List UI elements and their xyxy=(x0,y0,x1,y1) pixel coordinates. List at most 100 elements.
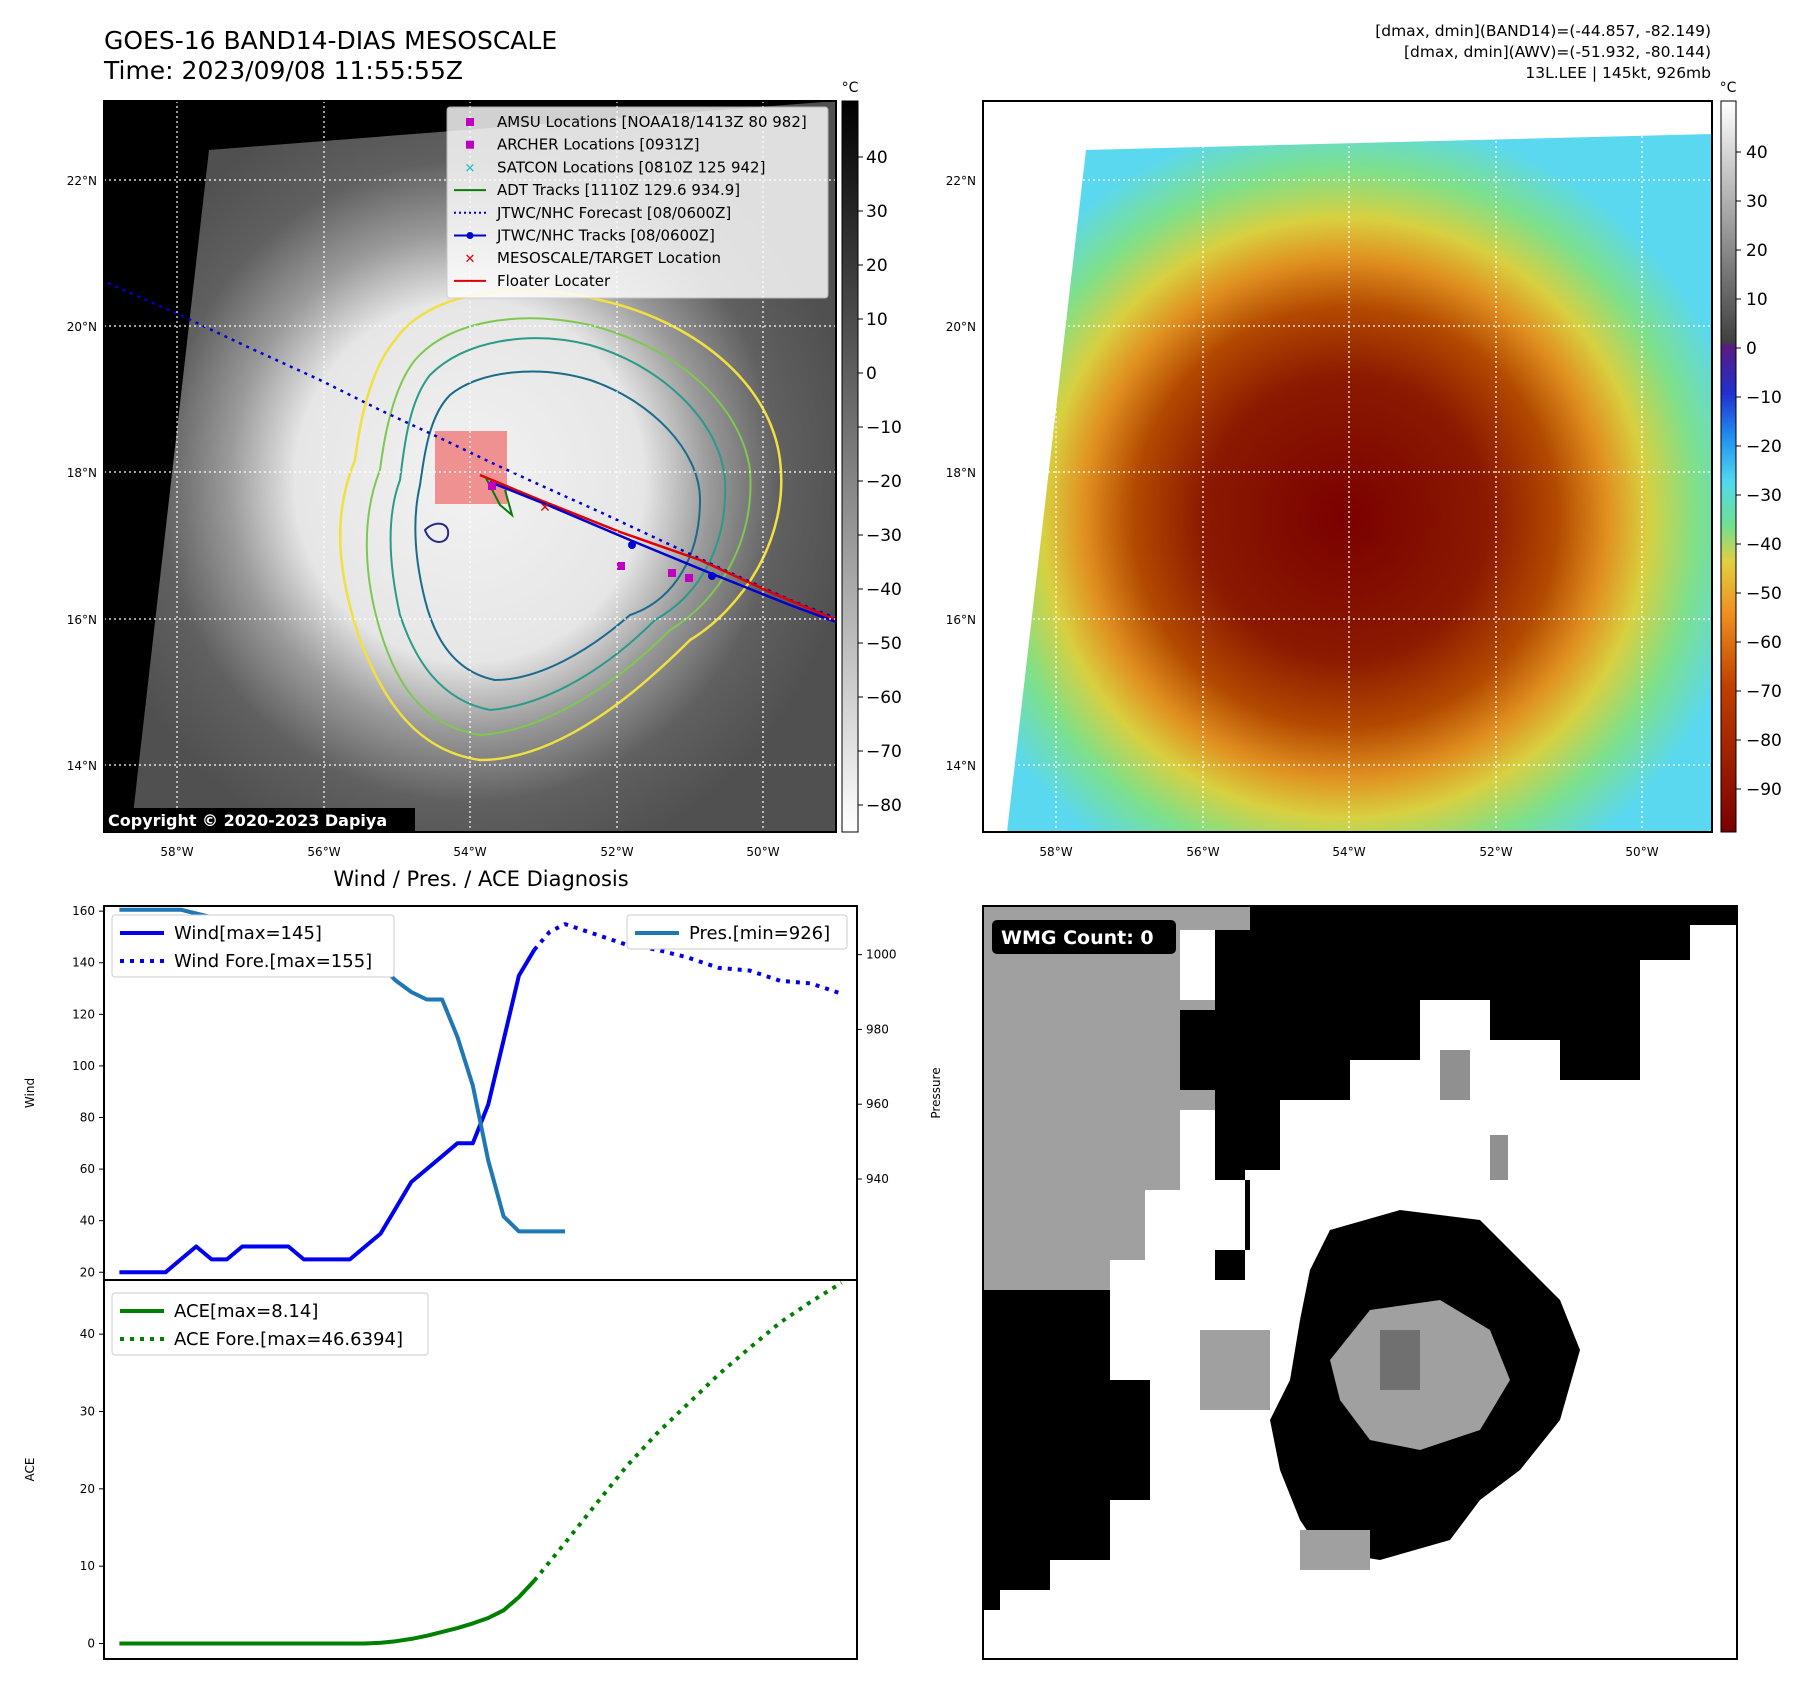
wmg-region-gray xyxy=(1300,1530,1370,1570)
colorbar-tick-label: −10 xyxy=(1746,388,1782,408)
wmg-label-box xyxy=(992,920,1176,954)
dias-map-frame xyxy=(982,100,1713,833)
y-tick-label: 10 xyxy=(80,1559,95,1573)
y-tick-label: 160 xyxy=(72,904,95,918)
dias-gridlines xyxy=(983,101,1712,832)
legend-label: Floater Locater xyxy=(497,272,611,290)
legend-label: JTWC/NHC Tracks [08/0600Z] xyxy=(496,227,715,245)
y-tick-label: 20 xyxy=(80,1482,95,1496)
ir-lon-labels: 58°W 56°W 54°W 52°W 50°W xyxy=(160,845,779,859)
colorbar-tick-label: −30 xyxy=(866,526,902,546)
colorbar-tick-label: −80 xyxy=(1746,731,1782,751)
wmg-region-gray xyxy=(1440,1050,1470,1100)
colorbar-tick-label: 40 xyxy=(866,148,888,168)
colorbar-tick-label: 20 xyxy=(1746,241,1768,261)
copyright-text: Copyright © 2020-2023 Dapiya xyxy=(108,811,387,830)
dias-lat-labels: 22°N 20°N 18°N 16°N 14°N xyxy=(946,174,976,773)
mesoscale-target-box xyxy=(435,431,507,504)
ir-colorbar xyxy=(841,100,859,833)
ir-contour-yellow xyxy=(338,289,783,762)
archer-location-marker xyxy=(668,569,676,577)
series-line xyxy=(532,1281,843,1582)
colorbar-tick-label: −20 xyxy=(866,472,902,492)
lon-tick-label: 50°W xyxy=(746,845,779,859)
colorbar-tick-label: −30 xyxy=(1746,486,1782,506)
figure-title: GOES-16 BAND14-DIAS MESOSCALE xyxy=(104,26,558,55)
lat-tick-label: 16°N xyxy=(67,613,97,627)
series-line xyxy=(119,1579,536,1646)
wmg-region-black xyxy=(983,1290,1150,1610)
colorbar-tick-label: −90 xyxy=(1746,780,1782,800)
figure-time: Time: 2023/09/08 11:55:55Z xyxy=(104,56,463,85)
ir-lat-labels: 22°N 20°N 18°N 16°N 14°N xyxy=(67,174,97,773)
y-tick-label: 40 xyxy=(80,1327,95,1341)
chart-legend-label: ACE Fore.[max=46.6394] xyxy=(174,1329,403,1350)
nhc-track-point xyxy=(628,541,636,549)
colorbar-tick-label: −10 xyxy=(866,418,902,438)
y2-axis-label: Pressure xyxy=(929,1067,943,1118)
colorbar-tick-label: −40 xyxy=(866,580,902,600)
lat-tick-label: 16°N xyxy=(946,613,976,627)
floater-locater-line xyxy=(479,473,836,622)
ir-contour-green xyxy=(365,317,752,737)
archer-location-marker xyxy=(685,574,693,582)
lat-tick-label: 22°N xyxy=(67,174,97,188)
lat-tick-label: 14°N xyxy=(946,759,976,773)
chart-legend-label: ACE[max=8.14] xyxy=(174,1301,318,1322)
y-tick-label: 40 xyxy=(80,1214,95,1228)
y-tick-label: 20 xyxy=(80,1265,95,1279)
colorbar-tick-label: −70 xyxy=(866,742,902,762)
nhc-track-point xyxy=(708,572,716,580)
lat-tick-label: 22°N xyxy=(946,174,976,188)
dias-map-panel: 22°N 20°N 18°N 16°N 14°N 58°W 56°W 54°W 52°W 50°… xyxy=(946,80,1782,859)
colorbar-tick-label: 20 xyxy=(866,256,888,276)
ace-chart: 0 10 20 30 40 ACE ACE[max=8.14] ACE Fore.[max=4… xyxy=(23,1279,858,1660)
awv-range-text: [dmax, dmin](AWV)=(-51.932, -80.144) xyxy=(1404,43,1711,61)
colorbar-tick-label: −80 xyxy=(866,796,902,816)
ir-colorbar-ticks: 40 30 20 10 0 −10 −20 −30 −40 −50 −60 −70 −80 xyxy=(858,148,902,816)
legend-marker: ✕ xyxy=(465,252,476,267)
lon-tick-label: 50°W xyxy=(1625,845,1658,859)
colorbar-tick-label: −50 xyxy=(866,634,902,654)
nhc-track-line xyxy=(489,480,836,624)
legend-label: ARCHER Locations [0931Z] xyxy=(497,136,700,154)
y2-tick-label: 960 xyxy=(866,1097,889,1111)
chart-legend-box xyxy=(626,914,848,950)
lon-tick-label: 52°W xyxy=(600,845,633,859)
legend-label: SATCON Locations [0810Z 125 942] xyxy=(497,158,765,176)
copyright-box xyxy=(104,808,415,832)
y-tick-label: 0 xyxy=(87,1637,95,1651)
colorbar-tick-label: 40 xyxy=(1746,143,1768,163)
lat-tick-label: 20°N xyxy=(946,320,976,334)
lon-tick-label: 54°W xyxy=(453,845,486,859)
lat-tick-label: 18°N xyxy=(67,466,97,480)
target-location-marker: ✕ xyxy=(539,500,551,516)
chart-legend-label: Pres.[min=926] xyxy=(689,923,830,944)
colorbar-tick-label: −60 xyxy=(1746,633,1782,653)
chart-legend-box xyxy=(111,1292,429,1356)
wmg-frame xyxy=(982,905,1738,1660)
y-tick-label: 140 xyxy=(72,956,95,970)
wind-pressure-chart: 20 40 60 80 100 120 140 160 Wind 940 960 980 1000 Pre… xyxy=(23,904,943,1281)
wmg-count-label: WMG Count: 0 xyxy=(1001,927,1154,949)
colorbar-tick-label: −40 xyxy=(1746,535,1782,555)
y-tick-label: 60 xyxy=(80,1162,95,1176)
colorbar-tick-label: −60 xyxy=(866,688,902,708)
dias-colorbar-ticks: 40 30 20 10 0 −10 −20 −30 −40 −50 −60 −70 −80 −90 xyxy=(1736,143,1782,800)
wmg-region-gray xyxy=(1200,1330,1270,1410)
chart-legend-box xyxy=(111,914,395,978)
amsu-location-marker xyxy=(617,562,625,570)
colorbar-tick-label: 0 xyxy=(866,364,877,384)
adt-track-line xyxy=(485,477,514,518)
chart-legend-label: Wind Fore.[max=155] xyxy=(174,951,372,972)
ir-contour-cold xyxy=(423,522,450,543)
y2-tick-label: 940 xyxy=(866,1172,889,1186)
lon-tick-label: 52°W xyxy=(1479,845,1512,859)
series-line xyxy=(532,922,843,996)
dias-imagery xyxy=(1007,134,1712,832)
y2-tick-label: 1000 xyxy=(866,948,897,962)
lon-tick-label: 54°W xyxy=(1332,845,1365,859)
ir-map-frame xyxy=(103,100,837,833)
colorbar-tick-label: −20 xyxy=(1746,437,1782,457)
wmg-region-black xyxy=(1180,906,1737,1280)
